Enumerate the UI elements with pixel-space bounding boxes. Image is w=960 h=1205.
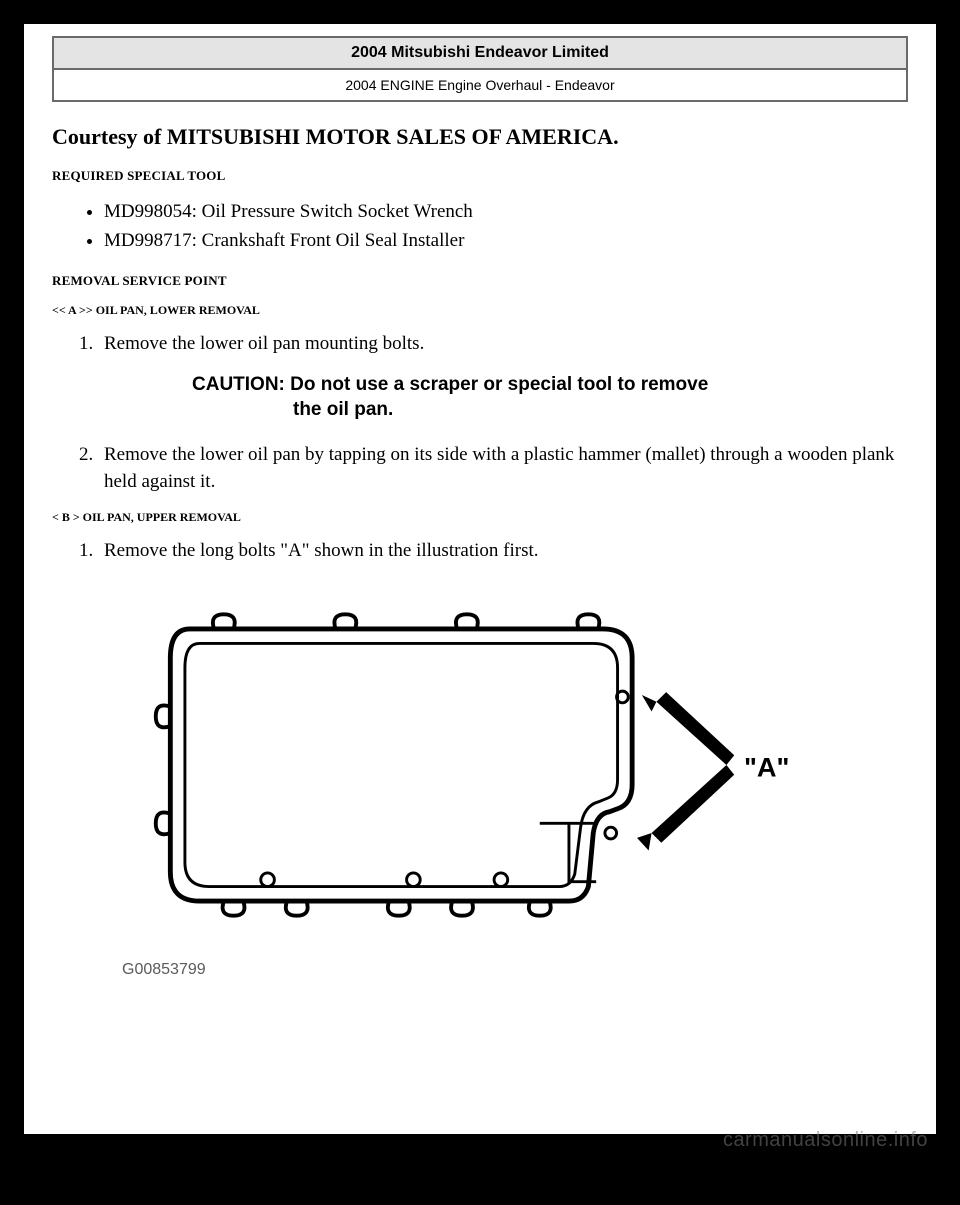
sub-b-heading: < B > OIL PAN, UPPER REMOVAL [52,510,908,525]
page-header-table: 2004 Mitsubishi Endeavor Limited 2004 EN… [52,36,908,102]
list-item: MD998054: Oil Pressure Switch Socket Wre… [104,198,908,227]
required-tool-heading: REQUIRED SPECIAL TOOL [52,168,908,184]
caution-text-1: Do not use a scraper or special tool to … [290,374,708,395]
list-item: MD998717: Crankshaft Front Oil Seal Inst… [104,227,908,256]
section-title: 2004 ENGINE Engine Overhaul - Endeavor [53,69,907,101]
manual-page: 2004 Mitsubishi Endeavor Limited 2004 EN… [24,24,936,1134]
oil-pan-diagram: "A" [112,590,812,950]
figure-code: G00853799 [122,961,908,979]
tool-list: MD998054: Oil Pressure Switch Socket Wre… [52,198,908,255]
list-item: Remove the lower oil pan mounting bolts. [98,330,908,358]
courtesy-line: Courtesy of MITSUBISHI MOTOR SALES OF AM… [52,124,908,150]
caution-text-2: the oil pan. [192,397,868,423]
list-item: Remove the long bolts "A" shown in the i… [98,537,908,565]
vehicle-title: 2004 Mitsubishi Endeavor Limited [53,37,907,69]
list-item: Remove the lower oil pan by tapping on i… [98,441,908,496]
steps-a-list-cont: Remove the lower oil pan by tapping on i… [52,441,908,496]
sub-a-heading: << A >> OIL PAN, LOWER REMOVAL [52,303,908,318]
removal-service-heading: REMOVAL SERVICE POINT [52,273,908,289]
figure-label-a: "A" [744,752,789,783]
caution-block: CAUTION: Do not use a scraper or special… [192,372,868,423]
watermark: carmanualsonline.info [723,1129,928,1152]
steps-a-list: Remove the lower oil pan mounting bolts. [52,330,908,358]
figure: "A" G00853799 [112,590,908,979]
caution-label: CAUTION: [192,374,285,395]
steps-b-list: Remove the long bolts "A" shown in the i… [52,537,908,565]
